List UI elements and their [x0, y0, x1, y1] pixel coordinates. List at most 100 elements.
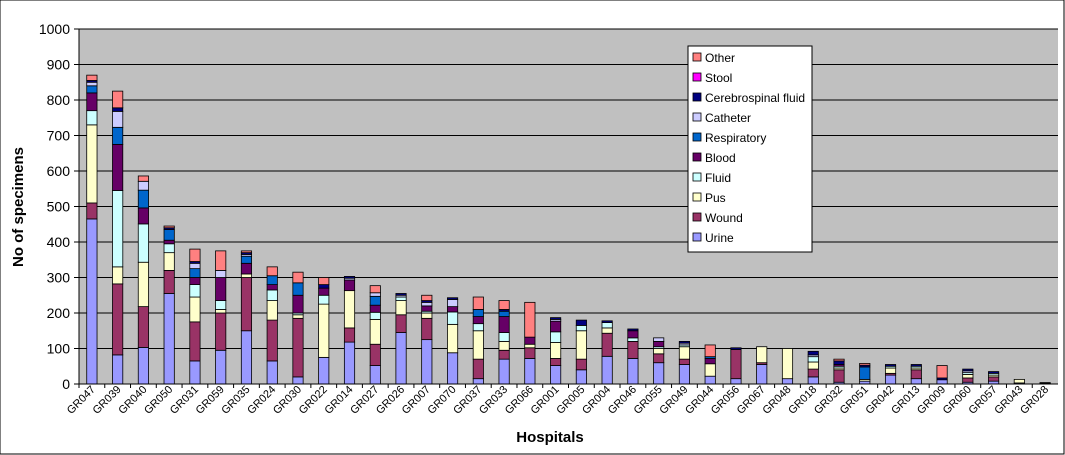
bar-segment	[653, 340, 665, 348]
legend-swatch	[692, 52, 702, 62]
bar-segment	[292, 282, 304, 296]
bar-segment	[910, 364, 922, 367]
legend-entry: Cerebrospinal fluid	[705, 91, 805, 105]
bar-segment	[910, 369, 922, 380]
bar-segment	[807, 361, 819, 370]
bar-segment	[833, 358, 845, 362]
y-tick-label: 0	[62, 376, 70, 392]
bar-segment	[601, 332, 613, 357]
y-tick-label: 600	[47, 163, 71, 179]
bar-segment	[421, 317, 433, 341]
bar-segment	[962, 374, 974, 379]
bar-segment	[318, 303, 330, 358]
bar-segment	[137, 306, 149, 348]
bar-segment	[343, 341, 356, 385]
bar-segment	[988, 371, 1000, 374]
bar-segment	[833, 369, 845, 383]
bar-segment	[472, 296, 484, 310]
bar-segment	[266, 289, 278, 301]
bar-segment	[343, 279, 356, 292]
bar-segment	[189, 268, 201, 278]
bar-segment	[601, 355, 613, 385]
bar-segment	[112, 110, 124, 128]
x-axis-title: Hospitals	[516, 429, 584, 446]
y-tick-label: 800	[47, 92, 71, 108]
bar-segment	[163, 293, 175, 385]
bar-segment	[86, 85, 98, 94]
bar-segment	[292, 294, 304, 314]
bar-segment	[137, 189, 149, 209]
bar-segment	[627, 330, 639, 339]
bars	[86, 74, 1051, 385]
bar-segment	[137, 261, 149, 308]
bar-segment	[318, 277, 330, 285]
bar-segment	[884, 374, 897, 385]
bar-segment	[421, 294, 433, 301]
bar-segment	[550, 320, 562, 333]
legend-entry: Other	[705, 51, 735, 65]
bar-segment	[575, 325, 587, 332]
bar-segment	[395, 293, 407, 296]
bar-segment	[962, 377, 974, 383]
bar-segment	[215, 269, 227, 278]
bar-segment	[421, 312, 433, 319]
bar-segment	[601, 327, 613, 334]
bar-segment	[343, 327, 356, 343]
legend-swatch	[692, 232, 702, 242]
y-tick-label: 500	[47, 199, 71, 215]
bar-segment	[240, 250, 253, 254]
bar-segment	[240, 330, 253, 385]
bar-segment	[369, 311, 381, 320]
bar-segment	[163, 229, 175, 241]
bar-segment	[266, 284, 278, 291]
legend-swatch	[692, 72, 702, 82]
bar-segment	[240, 262, 253, 275]
bar-segment	[550, 365, 562, 385]
bar-segment	[678, 358, 690, 365]
bar-segment	[112, 283, 124, 356]
bar-segment	[343, 290, 356, 329]
bar-segment	[859, 363, 871, 366]
y-tick-label: 100	[47, 341, 71, 357]
bar-segment	[318, 294, 330, 305]
bar-segment	[137, 223, 149, 263]
bar-segment	[318, 356, 330, 385]
bar-segment	[318, 284, 330, 289]
bar-segment	[137, 347, 149, 385]
bar-segment	[421, 305, 433, 312]
bar-segment	[936, 365, 948, 379]
bar-segment	[266, 300, 278, 321]
bar-segment	[498, 300, 510, 310]
bar-segment	[627, 328, 639, 332]
bar-segment	[524, 347, 536, 359]
bar-segment	[807, 350, 819, 356]
bar-segment	[369, 343, 381, 366]
bar-segment	[550, 342, 562, 359]
bar-segment	[498, 310, 510, 317]
bar-segment	[86, 74, 98, 81]
bar-segment	[730, 347, 742, 350]
bar-segment	[653, 348, 665, 355]
bar-segment	[137, 180, 149, 191]
bar-segment	[395, 314, 407, 333]
bar-segment	[112, 354, 124, 385]
bar-segment	[988, 376, 1000, 382]
bar-segment	[369, 295, 381, 306]
bar-segment	[524, 358, 536, 385]
bar-segment	[781, 378, 794, 385]
bar-segment	[163, 252, 175, 271]
bar-segment	[472, 330, 484, 360]
legend-entry: Catheter	[705, 111, 751, 125]
bar-segment	[240, 273, 253, 278]
bar-segment	[575, 358, 587, 371]
bar-segment	[962, 368, 974, 372]
bar-segment	[395, 300, 407, 316]
bar-segment	[447, 323, 459, 354]
bar-segment	[292, 271, 304, 284]
bar-segment	[240, 277, 253, 332]
bar-segment	[215, 312, 227, 351]
bar-segment	[369, 318, 381, 345]
bar-segment	[730, 349, 742, 380]
bar-segment	[575, 319, 587, 326]
